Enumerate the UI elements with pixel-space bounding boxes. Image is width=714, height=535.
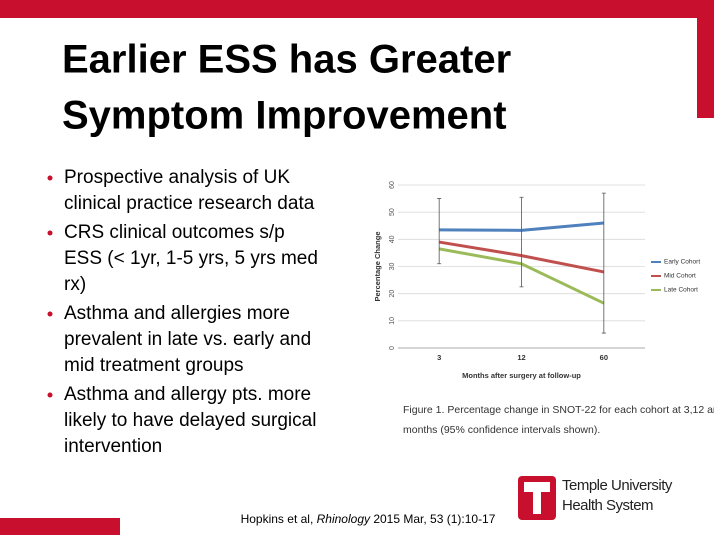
citation-details: 2015 Mar, 53 (1):10-17 [370,512,496,526]
title: Earlier ESS has Greater [62,38,511,82]
y-tick-label: 40 [389,235,396,243]
bullet-text: Asthma and allergy pts. more [64,384,311,405]
bullet-text: mid treatment groups [64,355,244,376]
logo-text: Health System [562,497,653,514]
citation: Hopkins et al, Rhinology 2015 Mar, 53 (1… [241,512,496,526]
x-axis-label: Months after surgery at follow-up [462,371,581,380]
bullet-text: clinical practice research data [64,193,315,214]
legend-label: Late Cohort [664,287,698,294]
citation-journal: Rhinology [317,512,371,526]
bullet-text: Asthma and allergies more [64,303,290,324]
error-bar [601,192,606,334]
bullet-text: Prospective analysis of UK [64,167,290,188]
caption: Figure 1. Percentage change in SNOT-22 f… [403,404,714,416]
bullet-text: ESS (< 1yr, 1-5 yrs, 5 yrs med [64,248,318,269]
y-tick-label: 10 [389,317,396,325]
y-tick-label: 0 [389,346,396,350]
x-tick-label: 60 [600,353,608,362]
x-tick-label: 12 [517,353,525,362]
bullet-text: rx) [64,274,86,295]
bullet-text: CRS clinical outcomes s/p [64,222,285,243]
right-band [697,0,714,118]
bullet-text: intervention [64,436,162,457]
error-bar [437,198,442,265]
y-axis-label: Percentage Change [373,231,382,301]
logo-t [524,482,550,514]
y-tick-label: 60 [389,181,396,189]
bullet-dot [47,230,53,236]
title: Symptom Improvement [62,94,507,138]
logo-text: Temple University [562,477,673,494]
y-tick-label: 20 [389,290,396,298]
x-tick-label: 3 [437,353,441,362]
y-tick-label: 50 [389,208,396,216]
error-bar [519,196,524,288]
legend-label: Mid Cohort [664,273,696,280]
bullet-dot [47,175,53,181]
bullet-text: likely to have delayed surgical [64,410,316,431]
top-band [0,0,714,18]
caption: months (95% confidence intervals shown). [403,424,600,436]
bullet-text: prevalent in late vs. early and [64,329,311,350]
citation-authors: Hopkins et al, [241,512,317,526]
bullet-dot [47,392,53,398]
legend-label: Early Cohort [664,259,700,266]
bottom-band [0,518,120,535]
bullet-dot [47,311,53,317]
y-tick-label: 30 [389,263,396,271]
